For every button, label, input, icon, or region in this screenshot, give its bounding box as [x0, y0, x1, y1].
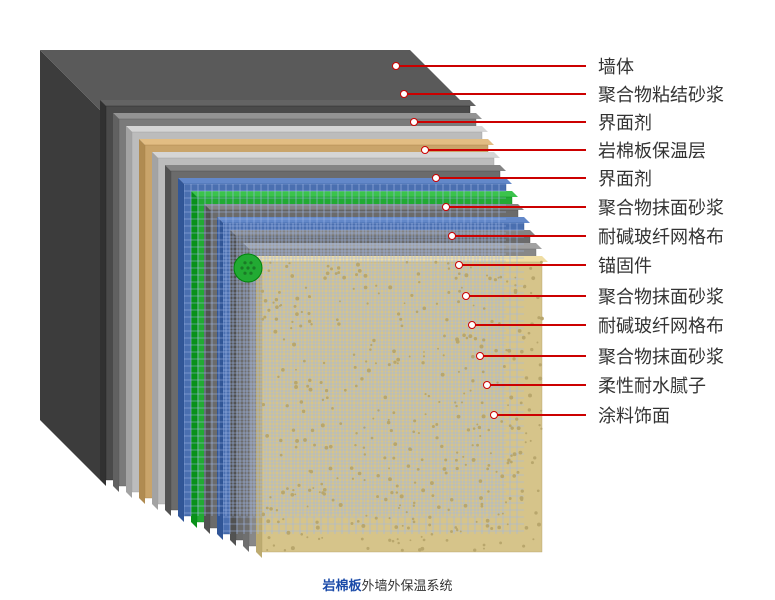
- leader-line: [469, 295, 586, 297]
- leader-line: [407, 93, 586, 95]
- leader-line: [428, 149, 586, 151]
- layer-label-row: 聚合物抹面砂浆: [476, 343, 724, 369]
- layer-label-row: 界面剂: [410, 109, 652, 135]
- layer-label-row: 岩棉板保温层: [421, 137, 706, 163]
- layer-label-text: 耐碱玻纤网格布: [598, 223, 724, 249]
- leader-line: [497, 414, 586, 416]
- leader-line: [449, 206, 586, 208]
- leader-line: [490, 384, 586, 386]
- leader-line: [399, 65, 586, 67]
- layer-label-text: 墙体: [598, 53, 634, 79]
- leader-line: [483, 355, 586, 357]
- layer-label-text: 界面剂: [598, 109, 652, 135]
- diagram-caption: 岩棉板外墙外保温系统: [0, 575, 775, 594]
- layer-label-text: 柔性耐水腻子: [598, 372, 706, 398]
- caption-rest: 外墙外保温系统: [362, 578, 453, 593]
- leader-line: [439, 177, 586, 179]
- leader-line: [462, 264, 586, 266]
- layer-label-row: 耐碱玻纤网格布: [448, 223, 724, 249]
- layer-label-row: 涂料饰面: [490, 402, 670, 428]
- layer-label-row: 界面剂: [432, 165, 652, 191]
- layer-labels: 墙体聚合物粘结砂浆界面剂岩棉板保温层界面剂聚合物抹面砂浆耐碱玻纤网格布锚固件聚合…: [0, 0, 775, 600]
- caption-bold: 岩棉板: [322, 578, 361, 593]
- layer-label-row: 锚固件: [455, 252, 652, 278]
- layer-label-text: 耐碱玻纤网格布: [598, 312, 724, 338]
- layer-label-row: 聚合物抹面砂浆: [442, 194, 724, 220]
- layer-label-row: 聚合物抹面砂浆: [462, 283, 724, 309]
- layer-label-text: 聚合物粘结砂浆: [598, 81, 724, 107]
- layer-label-text: 聚合物抹面砂浆: [598, 194, 724, 220]
- layer-label-text: 岩棉板保温层: [598, 137, 706, 163]
- layer-label-row: 耐碱玻纤网格布: [468, 312, 724, 338]
- layer-label-row: 柔性耐水腻子: [483, 372, 706, 398]
- layer-label-text: 界面剂: [598, 165, 652, 191]
- layer-label-row: 聚合物粘结砂浆: [400, 81, 724, 107]
- layer-label-text: 锚固件: [598, 252, 652, 278]
- leader-line: [455, 235, 586, 237]
- leader-line: [475, 324, 586, 326]
- layer-label-text: 涂料饰面: [598, 402, 670, 428]
- layer-label-text: 聚合物抹面砂浆: [598, 283, 724, 309]
- layer-label-text: 聚合物抹面砂浆: [598, 343, 724, 369]
- leader-line: [417, 121, 586, 123]
- layer-label-row: 墙体: [392, 53, 634, 79]
